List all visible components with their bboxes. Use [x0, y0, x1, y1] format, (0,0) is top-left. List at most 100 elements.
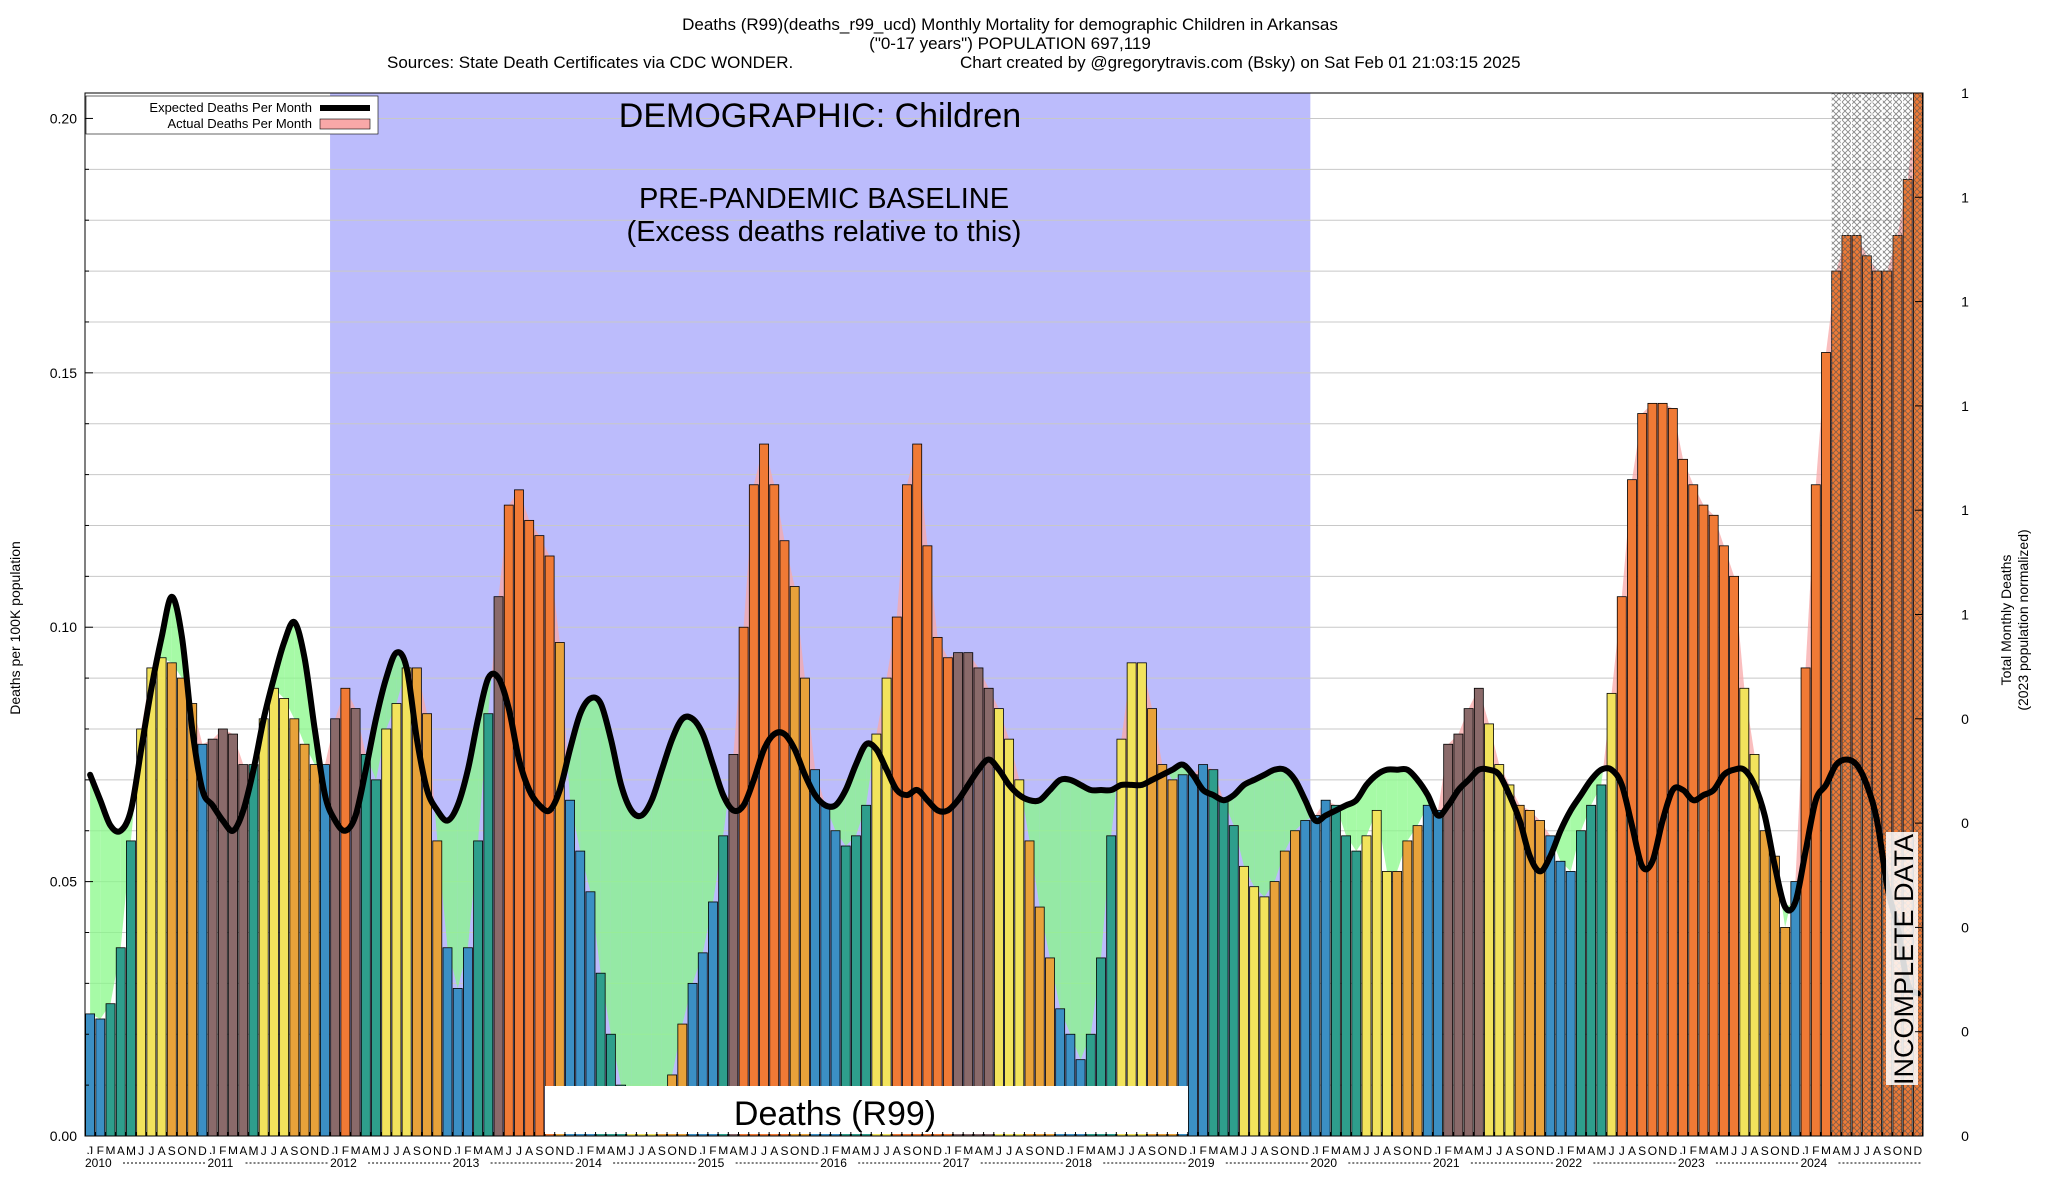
year-label: 2011 — [208, 1156, 234, 1170]
month-label: O — [1648, 1144, 1657, 1158]
actual-bar — [268, 687, 279, 1137]
demographic-label: DEMOGRAPHIC: Children — [619, 97, 1021, 135]
month-label: M — [718, 1144, 728, 1158]
month-label: D — [688, 1144, 697, 1158]
month-label: D — [1546, 1144, 1555, 1158]
month-label: F — [954, 1144, 961, 1158]
expected-line-path — [87, 593, 1921, 997]
cause-label: Deaths (R99) — [734, 1095, 936, 1133]
actual-bar — [289, 718, 300, 1137]
difference-area — [580, 698, 591, 892]
y2-tick-label: 0 — [1961, 919, 1969, 935]
year-label-bg — [329, 1154, 368, 1170]
difference-area — [457, 769, 468, 989]
y2-tick-label: 1 — [1961, 294, 1969, 310]
month-label: J — [639, 1144, 645, 1158]
month-label: J — [87, 1144, 93, 1158]
month-label: J — [383, 1144, 389, 1158]
actual-bar — [759, 443, 769, 1137]
actual-bar — [1014, 779, 1025, 1137]
month-label: A — [770, 1144, 778, 1158]
month-label: J — [761, 1144, 767, 1158]
year-label: 2022 — [1555, 1156, 1582, 1170]
month-label: J — [1312, 1144, 1318, 1158]
difference-area — [621, 784, 632, 1096]
incomplete-hatch — [1903, 93, 1913, 1136]
actual-bar — [248, 764, 259, 1137]
month-label: A — [893, 1144, 901, 1158]
year-label: 2012 — [330, 1156, 357, 1170]
y2-tick-label: 1 — [1961, 189, 1969, 205]
month-label: N — [188, 1144, 197, 1158]
year-label-bg — [206, 1154, 245, 1170]
month-label: J — [1241, 1144, 1247, 1158]
y2-tick-label: 1 — [1961, 607, 1969, 623]
month-label: F — [1812, 1144, 1819, 1158]
month-label: F — [342, 1144, 349, 1158]
month-label: O — [1403, 1144, 1412, 1158]
difference-area — [1080, 784, 1091, 1060]
month-label: M — [963, 1144, 973, 1158]
month-label: J — [628, 1144, 634, 1158]
legend-actual-label: Actual Deaths Per Month — [167, 116, 312, 131]
y-tick-label: 0.05 — [50, 874, 77, 890]
difference-area — [1376, 769, 1387, 872]
actual-bar — [452, 988, 463, 1137]
month-label: A — [1342, 1144, 1350, 1158]
difference-area — [692, 718, 703, 984]
month-label: S — [290, 1144, 298, 1158]
month-label: M — [739, 1144, 749, 1158]
actual-bar — [1504, 784, 1515, 1137]
actual-bar — [1188, 774, 1198, 1137]
month-label: J — [577, 1144, 583, 1158]
y2-tick-label: 0 — [1961, 1024, 1969, 1040]
title-line-2: ("0-17 years") POPULATION 697,119 — [869, 34, 1151, 53]
month-label: S — [1761, 1144, 1769, 1158]
month-label: A — [1465, 1144, 1473, 1158]
actual-bar — [299, 743, 310, 1137]
actual-bar — [1004, 738, 1015, 1137]
actual-bar — [473, 840, 484, 1137]
actual-bar — [779, 540, 790, 1137]
month-label: N — [1781, 1144, 1790, 1158]
month-label: M — [1821, 1144, 1831, 1158]
month-label: A — [403, 1144, 411, 1158]
actual-bar — [891, 616, 902, 1137]
month-label: M — [106, 1144, 116, 1158]
month-label: J — [1731, 1144, 1737, 1158]
difference-area — [284, 622, 295, 719]
month-label: M — [1698, 1144, 1708, 1158]
difference-area — [1029, 800, 1040, 907]
actual-bar — [279, 698, 290, 1137]
month-label: D — [1668, 1144, 1677, 1158]
month-label: S — [1393, 1144, 1401, 1158]
month-label: O — [545, 1144, 554, 1158]
difference-area — [1050, 779, 1061, 1009]
year-label-bg — [84, 1154, 122, 1170]
month-label: O — [790, 1144, 799, 1158]
actual-bar — [544, 555, 555, 1137]
actual-bar — [1637, 413, 1648, 1137]
month-label: M — [248, 1144, 258, 1158]
actual-bar — [1821, 352, 1831, 1137]
month-label: M — [1841, 1144, 1851, 1158]
difference-area — [488, 678, 492, 714]
difference-area — [682, 718, 693, 1025]
actual-bar — [1279, 850, 1290, 1137]
month-label: J — [1251, 1144, 1257, 1158]
year-label: 2024 — [1800, 1156, 1827, 1170]
month-label: J — [1118, 1144, 1124, 1158]
month-label: N — [433, 1144, 442, 1158]
month-label: J — [271, 1144, 277, 1158]
year-label-bg — [819, 1154, 858, 1170]
month-label: M — [596, 1144, 606, 1158]
month-label: A — [1015, 1144, 1023, 1158]
month-label: F — [1690, 1144, 1697, 1158]
actual-bar — [350, 708, 361, 1137]
incomplete-label: INCOMPLETE DATA — [1889, 834, 1919, 1085]
month-label: O — [1893, 1144, 1902, 1158]
actual-bar — [320, 764, 330, 1137]
month-label: F — [1445, 1144, 1452, 1158]
month-label: M — [861, 1144, 871, 1158]
actual-bar — [789, 586, 800, 1137]
